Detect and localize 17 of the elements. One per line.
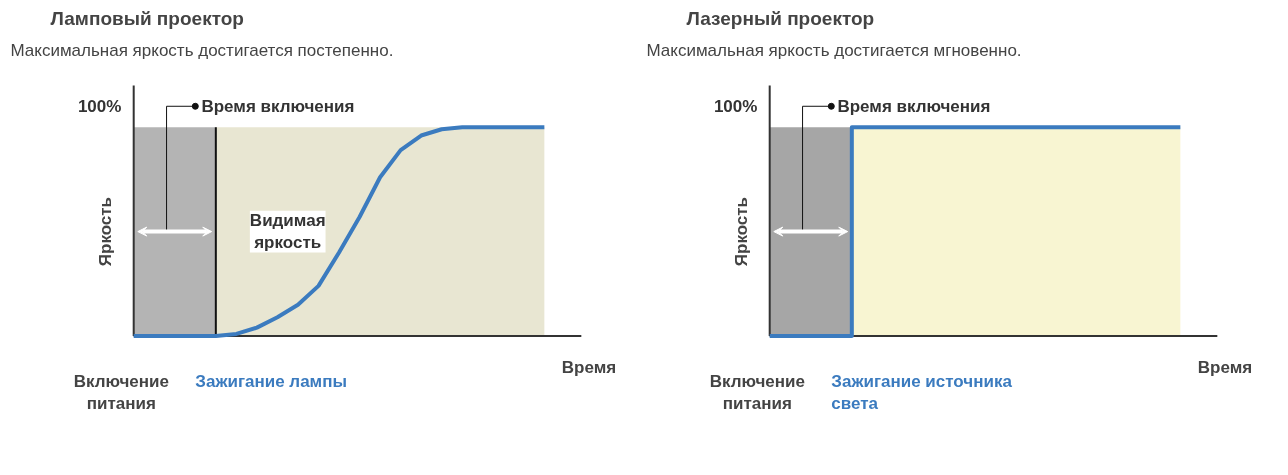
x-axis-title: Время bbox=[1197, 357, 1253, 377]
text: Включение питания bbox=[73, 371, 169, 414]
text: 100% bbox=[77, 96, 122, 116]
text: Время включения bbox=[837, 96, 991, 116]
text: 100% bbox=[713, 96, 758, 116]
text: Зажигание источника света bbox=[831, 371, 1013, 414]
y-axis-title: Яркость bbox=[732, 196, 752, 267]
text: Время включения bbox=[201, 96, 355, 116]
chart-subtitle: Максимальная яркость достигается постепенно. bbox=[10, 40, 394, 60]
chart-title: Лазерный проектор bbox=[686, 7, 875, 29]
text: Зажигание лампы bbox=[195, 371, 347, 391]
annotation: Видимая яркость bbox=[249, 210, 326, 253]
text: Включение питания bbox=[709, 371, 805, 414]
y-axis-title: Яркость bbox=[96, 196, 116, 267]
chart-subtitle: Максимальная яркость достигается мгновенно. bbox=[646, 40, 1022, 60]
chart-title: Ламповый проектор bbox=[50, 7, 244, 29]
x-axis-title: Время bbox=[561, 357, 617, 377]
